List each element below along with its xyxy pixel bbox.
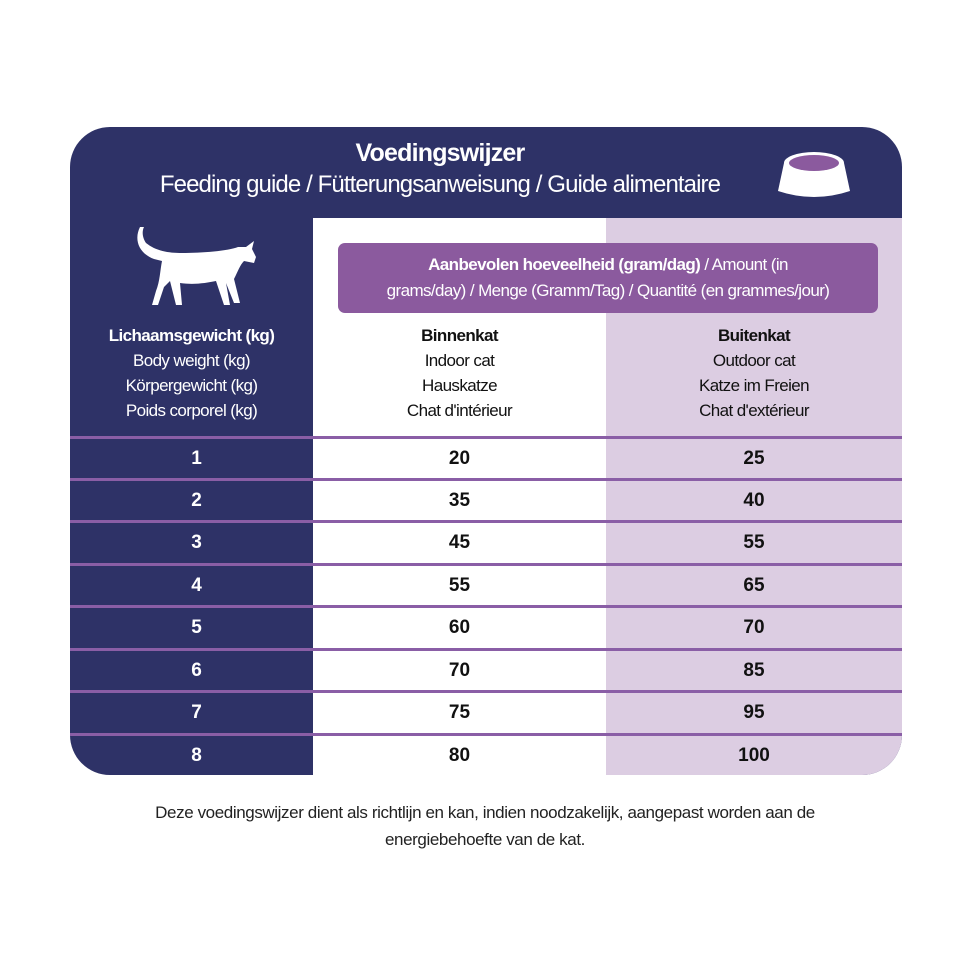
header-label: Body weight (kg): [132, 351, 251, 370]
weight-cell: 1: [191, 448, 202, 469]
weight-cell: 4: [191, 575, 202, 596]
page-subtitle: Feeding guide / Fütterungsanweisung / Gu…: [159, 171, 721, 198]
cat-icon: [137, 227, 256, 305]
amount-banner-text: / Amount (in: [700, 255, 788, 274]
weight-cell: 2: [191, 490, 202, 511]
header-label: Binnenkat: [421, 326, 498, 345]
table-row: 7 75 95: [70, 690, 902, 732]
header-label: Körpergewicht (kg): [125, 376, 258, 395]
header-label: Katze im Freien: [698, 376, 810, 395]
indoor-cell: 55: [448, 575, 471, 596]
outdoor-cell: 65: [743, 575, 765, 596]
table-row: 1 20 25: [70, 436, 902, 478]
weight-cell: 6: [191, 660, 202, 681]
indoor-cell: 35: [448, 490, 471, 511]
outdoor-cell: 55: [743, 532, 765, 553]
amount-banner-title: Aanbevolen hoeveelheid (gram/dag): [428, 255, 701, 274]
page-title: Voedingswijzer: [355, 139, 526, 167]
header-label: Poids corporel (kg): [125, 401, 258, 420]
food-bowl-icon: [778, 152, 850, 197]
feeding-guide-card: Voedingswijzer Feeding guide / Fütterung…: [70, 127, 902, 775]
indoor-cell: 45: [448, 532, 471, 553]
table-row: 8 80 100: [70, 733, 902, 775]
indoor-cell: 20: [448, 448, 471, 469]
weight-cell: 3: [191, 532, 202, 553]
header-label: Buitenkat: [717, 326, 791, 345]
header-label: Chat d'extérieur: [699, 401, 809, 420]
table-row: 6 70 85: [70, 648, 902, 690]
footer-line: Deze voedingswijzer dient als richtlijn …: [155, 803, 815, 822]
header-label: Outdoor cat: [712, 351, 796, 370]
footer-line: energiebehoefte van de kat.: [385, 830, 585, 849]
footer-note: Deze voedingswijzer dient als richtlijn …: [0, 799, 970, 853]
indoor-cell: 75: [448, 702, 471, 723]
table-row: 3 45 55: [70, 520, 902, 562]
indoor-cell: 80: [448, 745, 471, 766]
weight-column-header: Lichaamsgewicht (kg) Body weight (kg) Kö…: [70, 323, 313, 423]
table-row: 4 55 65: [70, 563, 902, 605]
indoor-column-header: Binnenkat Indoor cat Hauskatze Chat d'in…: [313, 323, 606, 423]
outdoor-cell: 95: [743, 702, 765, 723]
indoor-cell: 70: [448, 660, 471, 681]
header-label: Indoor cat: [424, 351, 495, 370]
outdoor-column-header: Buitenkat Outdoor cat Katze im Freien Ch…: [606, 323, 902, 423]
header-label: Hauskatze: [422, 376, 498, 395]
table-row: 5 60 70: [70, 605, 902, 647]
weight-cell: 8: [191, 745, 202, 766]
outdoor-cell: 70: [743, 617, 765, 638]
indoor-cell: 60: [448, 617, 471, 638]
amount-banner-text-2: grams/day) / Menge (Gramm/Tag) / Quantit…: [386, 281, 830, 300]
outdoor-cell: 25: [743, 448, 765, 469]
outdoor-cell: 100: [738, 745, 770, 766]
weight-cell: 7: [191, 702, 202, 723]
weight-cell: 5: [191, 617, 202, 638]
amount-banner: Aanbevolen hoeveelheid (gram/dag) / Amou…: [338, 243, 878, 313]
outdoor-cell: 40: [743, 490, 765, 511]
table-row: 2 35 40: [70, 478, 902, 520]
header-label: Lichaamsgewicht (kg): [108, 326, 275, 345]
outdoor-cell: 85: [743, 660, 765, 681]
header-label: Chat d'intérieur: [406, 401, 513, 420]
